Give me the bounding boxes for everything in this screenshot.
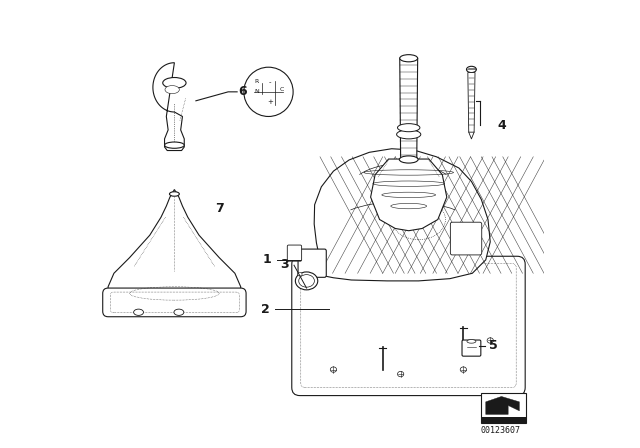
Ellipse shape	[330, 367, 337, 372]
Ellipse shape	[487, 338, 493, 343]
Ellipse shape	[165, 86, 179, 94]
Polygon shape	[153, 63, 184, 151]
Text: 7: 7	[214, 202, 223, 215]
Ellipse shape	[295, 272, 317, 290]
Text: N: N	[255, 89, 259, 95]
Ellipse shape	[244, 67, 293, 116]
FancyBboxPatch shape	[451, 222, 482, 255]
Ellipse shape	[134, 309, 143, 315]
Text: +: +	[267, 99, 273, 105]
Ellipse shape	[299, 275, 314, 287]
Ellipse shape	[397, 371, 404, 377]
Bar	[481, 417, 526, 423]
Ellipse shape	[467, 66, 476, 73]
Text: C: C	[280, 87, 284, 92]
Polygon shape	[468, 73, 475, 132]
Ellipse shape	[170, 192, 179, 196]
Ellipse shape	[397, 130, 421, 139]
Polygon shape	[400, 58, 418, 159]
Text: 6: 6	[239, 85, 247, 99]
Bar	[481, 393, 526, 423]
Text: R: R	[255, 79, 259, 85]
Ellipse shape	[399, 156, 418, 163]
Text: -: -	[269, 79, 271, 85]
FancyBboxPatch shape	[298, 249, 326, 277]
Polygon shape	[371, 159, 447, 231]
FancyBboxPatch shape	[462, 340, 481, 356]
Text: 1: 1	[263, 253, 271, 267]
Text: 5: 5	[490, 339, 498, 353]
Text: 4: 4	[497, 119, 506, 132]
Ellipse shape	[163, 78, 186, 88]
Text: 3: 3	[280, 258, 289, 271]
Ellipse shape	[164, 142, 184, 148]
Ellipse shape	[460, 367, 467, 372]
Polygon shape	[108, 190, 241, 307]
Ellipse shape	[174, 309, 184, 315]
FancyBboxPatch shape	[292, 256, 525, 396]
Text: 2: 2	[261, 302, 270, 316]
FancyBboxPatch shape	[287, 245, 301, 261]
Polygon shape	[314, 149, 490, 281]
Ellipse shape	[400, 55, 418, 62]
Polygon shape	[486, 396, 519, 414]
Ellipse shape	[397, 124, 420, 132]
FancyBboxPatch shape	[102, 288, 246, 317]
Ellipse shape	[467, 340, 476, 343]
Ellipse shape	[298, 272, 302, 276]
Text: 00123607: 00123607	[481, 426, 520, 435]
